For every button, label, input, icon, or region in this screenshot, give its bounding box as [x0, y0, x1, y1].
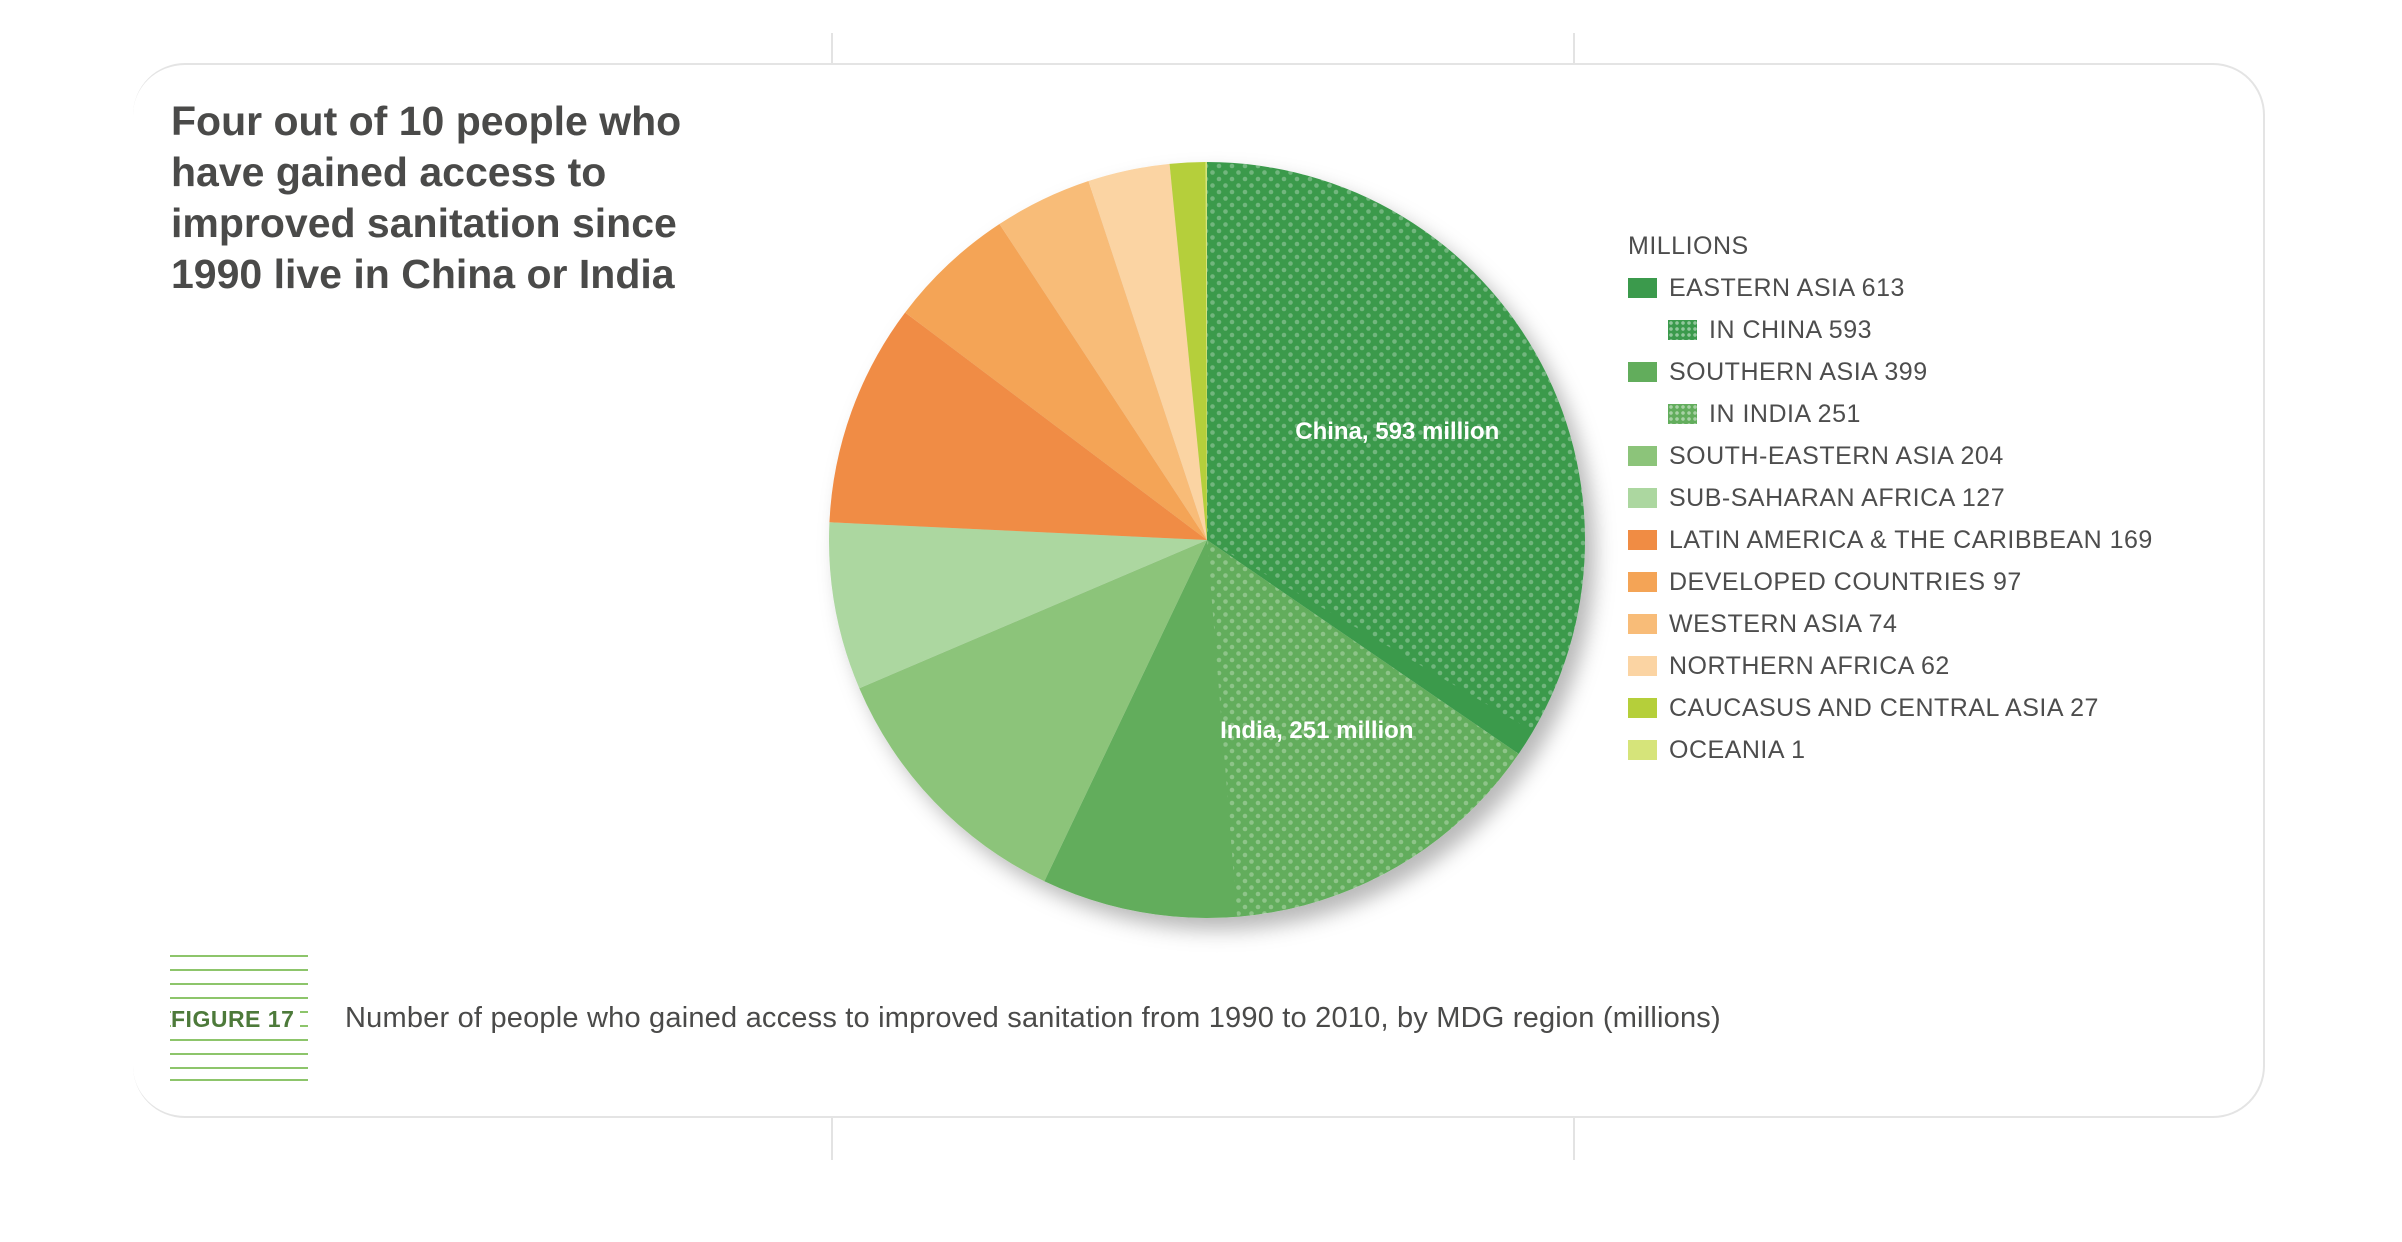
- legend-item-sub-saharan-africa-127: SUB-SAHARAN AFRICA 127: [1628, 477, 2153, 519]
- legend-item-western-asia-74: WESTERN ASIA 74: [1628, 603, 2153, 645]
- legend-swatch: [1628, 488, 1657, 508]
- pie-slice-eastern-asia-in-china-dots: [1207, 162, 1586, 732]
- legend-item-developed-countries-97: DEVELOPED COUNTRIES 97: [1628, 561, 2153, 603]
- legend-swatch: [1628, 614, 1657, 634]
- legend-swatch: [1628, 530, 1657, 550]
- legend-label: SOUTHERN ASIA 399: [1669, 357, 1928, 386]
- figure-label: FIGURE 17: [171, 1006, 301, 1033]
- pie-slice-latin-america-the-caribbean: [829, 312, 1207, 540]
- figure-caption: Number of people who gained access to im…: [345, 1002, 1721, 1034]
- figure-card: [133, 63, 2265, 1118]
- legend-swatch: [1668, 320, 1697, 340]
- pie-slice-western-asia: [999, 181, 1207, 540]
- pie-slice-southern-asia-in-india-dots: [1207, 540, 1519, 917]
- legend-label: OCEANIA 1: [1669, 735, 1806, 764]
- legend-swatch: [1628, 572, 1657, 592]
- guide-line-top-right: [1573, 33, 1575, 63]
- pie-slice-caucasus-and-central-asia: [1169, 162, 1207, 540]
- legend-swatch: [1628, 362, 1657, 382]
- legend-label: IN CHINA 593: [1709, 315, 1873, 344]
- legend-item-latin-america-the-caribbean-169: LATIN AMERICA & THE CARIBBEAN 169: [1628, 519, 2153, 561]
- legend-label: EASTERN ASIA 613: [1669, 273, 1905, 302]
- pie-slice-oceania: [1205, 161, 1207, 540]
- legend-label: DEVELOPED COUNTRIES 97: [1669, 567, 2022, 596]
- legend-item-south-eastern-asia-204: SOUTH-EASTERN ASIA 204: [1628, 435, 2153, 477]
- legend: MILLIONS EASTERN ASIA 613 IN CHINA 593 SOU…: [1628, 225, 2153, 771]
- legend-label: SUB-SAHARAN AFRICA 127: [1669, 483, 2006, 512]
- slice-label-china-593-million: China, 593 million: [1295, 418, 1499, 445]
- legend-swatch: [1628, 278, 1657, 298]
- legend-title: MILLIONS: [1628, 232, 1749, 260]
- legend-swatch: [1628, 446, 1657, 466]
- guide-line-top-left: [831, 33, 833, 63]
- legend-item-northern-africa-62: NORTHERN AFRICA 62: [1628, 645, 2153, 687]
- legend-item-caucasus-and-central-asia-27: CAUCASUS AND CENTRAL ASIA 27: [1628, 687, 2153, 729]
- legend-swatch: [1628, 740, 1657, 760]
- slice-label-india-251-million: India, 251 million: [1220, 717, 1413, 744]
- legend-swatch: [1628, 698, 1657, 718]
- legend-items: EASTERN ASIA 613 IN CHINA 593 SOUTHERN ASI…: [1628, 267, 2153, 771]
- pie-slice-south-eastern-asia: [859, 540, 1207, 882]
- legend-swatch: [1628, 656, 1657, 676]
- guide-line-bottom-left: [831, 1118, 833, 1160]
- guide-line-bottom-right: [1573, 1118, 1575, 1160]
- legend-label: CAUCASUS AND CENTRAL ASIA 27: [1669, 693, 2099, 722]
- chart-headline: Four out of 10 people who have gained ac…: [171, 98, 682, 297]
- legend-label: WESTERN ASIA 74: [1669, 609, 1898, 638]
- legend-item-eastern-asia-613: EASTERN ASIA 613: [1628, 267, 2153, 309]
- legend-label: NORTHERN AFRICA 62: [1669, 651, 1950, 680]
- pie-slice-developed-countries: [905, 224, 1207, 540]
- legend-label: IN INDIA 251: [1709, 399, 1861, 428]
- legend-item-oceania-1: OCEANIA 1: [1628, 729, 2153, 771]
- legend-item-in-india-251: IN INDIA 251: [1628, 393, 2153, 435]
- pie-slice-northern-africa: [1088, 163, 1207, 541]
- legend-swatch: [1668, 404, 1697, 424]
- legend-label: SOUTH-EASTERN ASIA 204: [1669, 441, 2004, 470]
- legend-item-in-china-593: IN CHINA 593: [1628, 309, 2153, 351]
- legend-item-southern-asia-399: SOUTHERN ASIA 399: [1628, 351, 2153, 393]
- legend-label: LATIN AMERICA & THE CARIBBEAN 169: [1669, 525, 2153, 554]
- pie-slice-sub-saharan-africa: [829, 522, 1207, 689]
